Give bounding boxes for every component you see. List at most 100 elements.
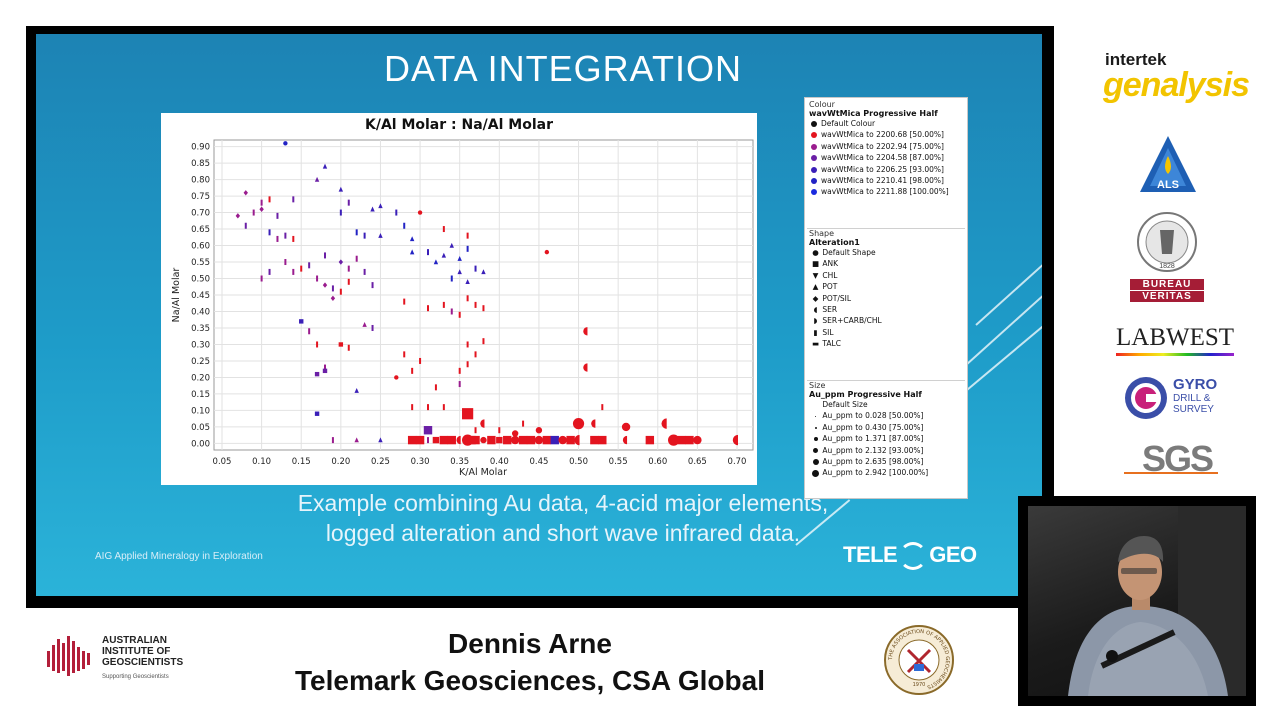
data-point (668, 434, 680, 446)
data-point (432, 436, 440, 444)
legend-colour-swatch (811, 189, 817, 196)
legend-size-header: Size (809, 381, 826, 390)
data-point (354, 437, 359, 443)
legend-size-item: Au_ppm to 1.371 [87.00%] (807, 433, 965, 444)
data-point (558, 435, 567, 445)
legend-shape-symbol-icon: ■ (811, 259, 820, 269)
legend-colour-item: wavWtMica to 2200.68 [50.00%] (807, 129, 965, 140)
x-tick-label: 0.15 (292, 457, 311, 467)
data-point (283, 141, 288, 146)
sgs-underline (1124, 472, 1218, 474)
data-point (244, 222, 247, 229)
data-point (339, 288, 342, 295)
legend-colour-swatch (811, 166, 817, 173)
y-tick-label: 0.10 (191, 406, 210, 416)
data-point (371, 282, 374, 289)
data-point (417, 210, 423, 215)
slide-title: DATA INTEGRATION (383, 48, 743, 89)
aig-tagline: Supporting Geoscientists (102, 674, 169, 680)
data-point (511, 430, 519, 437)
y-tick-label: 0.65 (191, 225, 210, 235)
data-point (458, 381, 461, 388)
data-point (423, 426, 433, 435)
x-tick-label: 0.20 (331, 457, 350, 467)
legend-colour-swatch (811, 121, 817, 127)
legend-colour-swatch (811, 132, 817, 139)
telegeo-tele: TELE (843, 542, 898, 567)
data-point (462, 408, 474, 420)
data-point (268, 196, 271, 203)
aig-logo: AUSTRALIAN INSTITUTE OF GEOSCIENTISTS Su… (45, 633, 185, 685)
data-point (331, 437, 334, 444)
x-tick-label: 0.65 (688, 457, 707, 467)
data-point (407, 435, 417, 445)
gyro-text: GYRO (1173, 376, 1218, 393)
data-point (482, 338, 485, 345)
legend-shape-label: POT/SIL (820, 293, 852, 303)
legend-shape-item: ▬ TALC (807, 338, 965, 349)
data-point (450, 308, 453, 315)
grid (214, 140, 753, 450)
data-point (526, 435, 536, 445)
data-point (544, 249, 550, 255)
legend-size-label: Au_ppm to 2.942 [100.00%] (820, 468, 929, 478)
data-point (409, 236, 415, 242)
data-point (591, 419, 596, 428)
y-tick-label: 0.85 (191, 159, 210, 169)
legend-size-item: Au_ppm to 2.942 [100.00%] (807, 467, 965, 478)
labwest-text: LABWEST (1116, 324, 1235, 351)
speaker-name: Dennis Arne (448, 628, 612, 659)
decorative-line (960, 310, 1042, 396)
legend-colour-label: Default Colour (821, 119, 876, 128)
data-point (480, 419, 485, 428)
telegeo-geo: GEO (929, 542, 977, 567)
data-point (415, 435, 425, 445)
data-point (276, 212, 279, 219)
bureau-veritas-year: 1828 (1159, 263, 1175, 270)
data-point (590, 435, 599, 445)
legend-shape-symbol-icon: ▮ (813, 327, 818, 337)
data-point (661, 418, 667, 429)
data-point (466, 245, 469, 252)
data-point (370, 206, 375, 212)
data-point (322, 368, 328, 374)
legend-shape-symbol-icon: ◗ (813, 316, 818, 326)
y-tick-label: 0.90 (191, 143, 210, 153)
legend-size-item: Au_ppm to 0.028 [50.00%] (807, 410, 965, 421)
x-tick-label: 0.60 (648, 457, 667, 467)
data-point (550, 435, 559, 445)
data-point (403, 298, 406, 305)
als-logo: ALS (1140, 136, 1196, 192)
legend-colour-label: wavWtMica to 2202.94 [75.00%] (821, 141, 944, 151)
y-tick-label: 0.50 (191, 275, 210, 285)
legend-shape-item: ◗ SER+CARB/CHL (807, 315, 965, 326)
data-point (268, 268, 271, 275)
legend-colour-title: wavWtMica Progressive Half (809, 109, 938, 118)
legend-shape-label: Default Shape (820, 248, 876, 257)
data-point (522, 420, 525, 427)
legend-shape-label: SER (820, 304, 838, 314)
bureau-veritas-bottom-text: VERITAS (1130, 291, 1204, 302)
legend-shape-item: ◖ SER (807, 304, 965, 315)
scatter-chart: K/Al Molar : Na/Al Molar 0.05 0.10 0.15 0.2… (171, 117, 754, 478)
data-point (268, 229, 271, 236)
data-point (645, 435, 655, 445)
legend-shape-item: ▲ POT (807, 281, 965, 292)
data-point (308, 328, 311, 335)
legend-colour-label: wavWtMica to 2204.58 [87.00%] (821, 153, 944, 163)
legend-size-item: Au_ppm to 0.430 [75.00%] (807, 422, 965, 433)
legend-colour-label: wavWtMica to 2206.25 [93.00%] (821, 164, 944, 174)
legend-shape-item: ● Default Shape (807, 247, 965, 258)
y-tick-label: 0.35 (191, 324, 210, 334)
data-point (403, 222, 406, 229)
data-point (518, 435, 528, 445)
data-point (474, 301, 477, 308)
data-point (458, 311, 461, 318)
data-point (433, 259, 439, 265)
data-point (403, 351, 406, 358)
legend-size-label: Default Size (820, 400, 868, 409)
data-point (252, 209, 255, 216)
y-tick-label: 0.20 (191, 373, 210, 383)
speaker-video (1028, 506, 1246, 696)
data-point (338, 342, 344, 347)
